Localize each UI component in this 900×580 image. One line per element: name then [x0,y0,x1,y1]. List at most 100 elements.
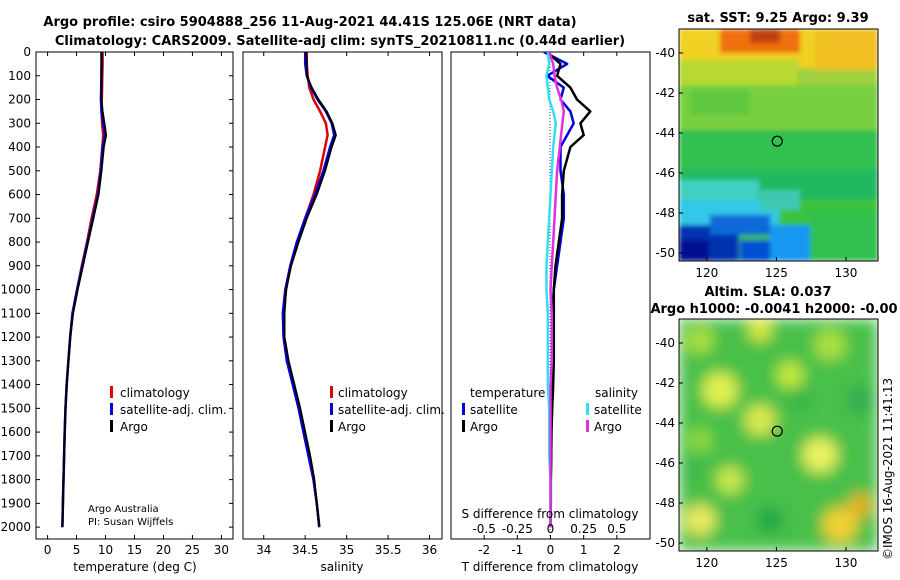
map-x-tick-label: 130 [835,556,858,570]
map-y-tick-label: -48 [655,496,675,510]
y-tick-label: 100 [8,69,31,83]
y-tick-label: 1800 [0,473,31,487]
salinity-xlabel: salinity [320,560,363,574]
salinity-x-ticks: 34 34.5 35 35.5 36 [256,52,437,557]
credit-line1: Argo Australia [88,504,159,515]
s-x-tick-label: 0 [547,522,555,536]
y-tick-label: 600 [8,188,31,202]
x-tick-label: 25 [185,543,200,557]
temperature-series [61,52,108,528]
legend-satellite-swatch [330,403,333,415]
map-y-tick-label: -50 [655,246,675,260]
x-tick-label: 15 [127,543,142,557]
map-x-tick-label: 125 [765,556,788,570]
y-tick-label: 300 [8,116,31,130]
x-tick-label: 30 [214,543,229,557]
x-tick-label: 0 [547,543,555,557]
map-x-tick-label: 120 [695,266,718,280]
x-tick-label: 10 [98,543,113,557]
temperature-panel: 0 5 10 15 20 25 30 010020030040050060070080090… [0,45,650,574]
legend-argo-label: Argo [338,420,366,434]
x-tick-label: 5 [73,543,81,557]
y-tick-label: 200 [8,93,31,107]
map-y-tick-label: -40 [655,336,675,350]
x-tick-label: -1 [511,543,523,557]
map-x-tick-label: 130 [835,266,858,280]
sst-map: sat. SST: 9.25 Argo: 9.39 [655,11,879,280]
legend-s-satellite-label: satellite [594,403,642,417]
s-x-tick-label: 0.25 [570,522,597,536]
y-tick-label: 500 [8,164,31,178]
y-tick-label: 1000 [0,283,31,297]
y-tick-label: 1600 [0,425,31,439]
series-line-s-argo [548,52,566,528]
sla-map-ticks: 120 125 130 -40 -42 -44 -46 -48 -50 [655,336,857,570]
y-tick-label: 400 [8,140,31,154]
legend-s-argo-label: Argo [594,420,622,434]
x-tick-label: 35.5 [375,543,402,557]
y-tick-label: 1100 [0,306,31,320]
salinity-series [281,52,337,528]
sst-map-field [679,29,878,261]
x-tick-label: -2 [478,543,490,557]
s-x-tick-label: -0.5 [472,522,495,536]
y-tick-label: 2000 [0,520,31,534]
difference-panel: -2 -1 0 1 2 T difference from climatology S … [450,51,651,574]
t-difference-xlabel: T difference from climatology [461,560,639,574]
legend-satellite-swatch [110,403,113,415]
map-y-tick-label: -46 [655,166,675,180]
series-line-s-satellite [545,52,558,528]
legend-argo-swatch [330,420,333,432]
x-tick-label: 2 [613,543,621,557]
figure-title-line2: Climatology: CARS2009. Satellite-adj cli… [55,34,625,49]
y-tick-label: 1300 [0,354,31,368]
sla-map-field [679,319,878,551]
legend-temperature-title: temperature [470,386,545,400]
salinity-legend: climatology satellite-adj. clim. Argo [330,386,445,434]
legend-climatology-swatch [110,386,113,398]
y-tick-label: 1400 [0,378,31,392]
y-tick-label: 800 [8,235,31,249]
s-difference-ticks: -0.5 -0.25 0 0.25 0.5 [472,522,626,536]
map-x-tick-label: 125 [765,266,788,280]
credit-line2: PI: Susan Wijffels [88,517,173,528]
difference-x-ticks: -2 -1 0 1 2 [478,52,621,557]
argo-position-marker [771,425,783,437]
y-tick-label: 1500 [0,401,31,415]
s-difference-xlabel: S difference from climatology [462,507,639,521]
map-y-tick-label: -44 [655,416,675,430]
legend-s-satellite-swatch [586,403,589,415]
figure-title-line1: Argo profile: csiro 5904888_256 11-Aug-2… [43,15,576,30]
legend-argo-label: Argo [120,420,148,434]
sla-map-frame [678,318,879,552]
legend-t-satellite-swatch [462,403,465,415]
temperature-legend: climatology satellite-adj. clim. Argo [110,386,227,434]
sla-map-title-line2: Argo h1000: -0.0041 h2000: -0.00 [650,302,897,317]
argo-position-marker [771,135,783,147]
sla-map: Altim. SLA: 0.037 Argo h1000: -0.0041 h2… [650,285,897,570]
temperature-x-ticks: 0 5 10 15 20 25 30 [44,52,229,557]
map-y-tick-label: -44 [655,126,675,140]
legend-t-argo-label: Argo [470,420,498,434]
legend-salinity-title: salinity [595,386,638,400]
y-tick-label: 0 [23,45,31,59]
legend-argo-swatch [110,420,113,432]
legend-climatology-swatch [330,386,333,398]
temperature-xlabel: temperature (deg C) [73,560,196,574]
legend-satellite-label: satellite-adj. clim. [120,403,227,417]
map-y-tick-label: -42 [655,376,675,390]
series-line-argo [283,52,337,528]
s-x-tick-label: 0.5 [607,522,626,536]
y-tick-label: 900 [8,259,31,273]
y-tick-label: 1700 [0,449,31,463]
map-y-tick-label: -50 [655,536,675,550]
y-tick-label: 1200 [0,330,31,344]
legend-s-argo-swatch [586,420,589,432]
x-tick-label: 35 [339,543,354,557]
x-tick-label: 34.5 [292,543,319,557]
map-y-tick-label: -46 [655,456,675,470]
sla-map-title-line1: Altim. SLA: 0.037 [705,285,832,300]
x-tick-label: 1 [580,543,588,557]
s-x-tick-label: -0.25 [502,522,533,536]
sst-map-frame [678,28,879,262]
